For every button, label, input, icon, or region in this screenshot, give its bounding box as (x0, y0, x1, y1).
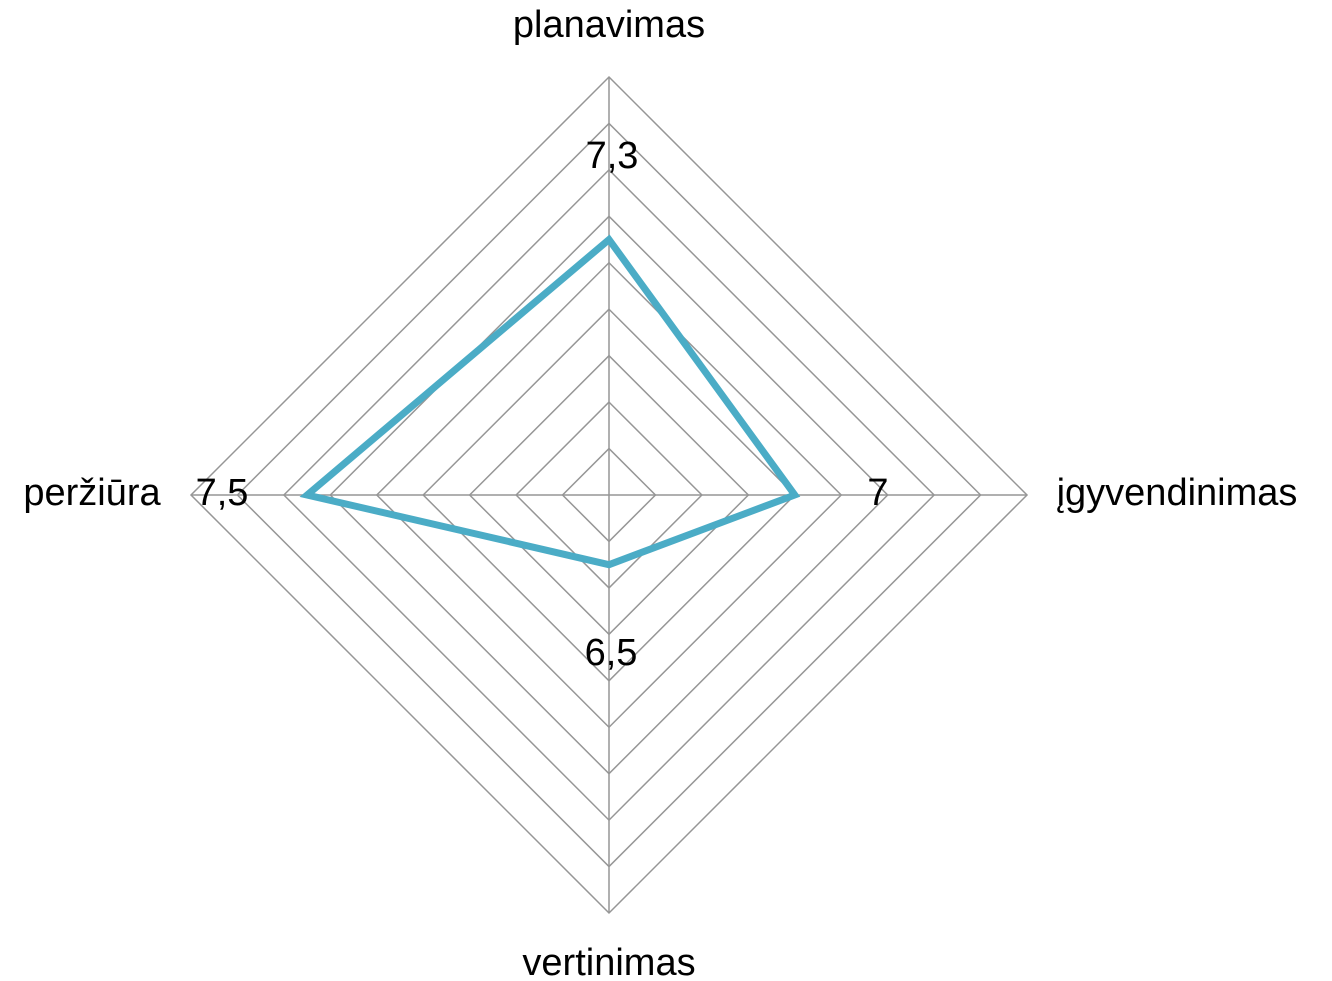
data-label: 7,5 (196, 472, 249, 514)
data-label: 7,3 (586, 135, 639, 177)
category-label: peržiūra (23, 472, 161, 514)
data-label: 6,5 (585, 632, 638, 674)
data-label: 7 (867, 472, 888, 514)
series-line (299, 234, 801, 569)
category-label: įgyvendinimas (1057, 472, 1298, 514)
category-label: planavimas (513, 4, 705, 46)
category-label: vertinimas (522, 942, 695, 981)
